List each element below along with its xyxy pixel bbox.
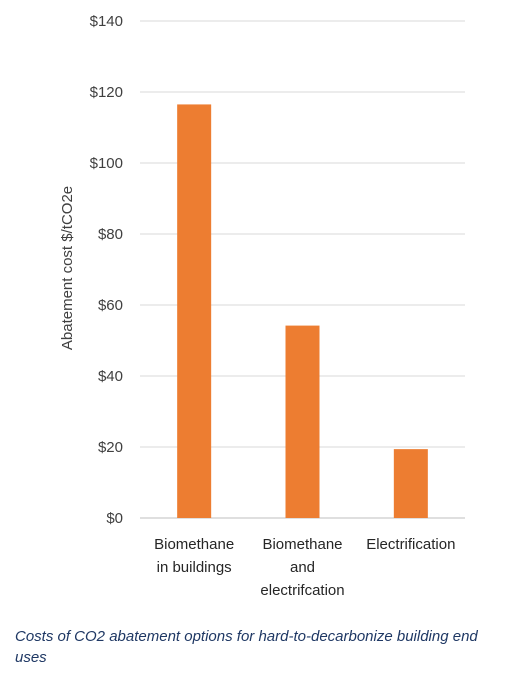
y-tick-label: $40: [98, 368, 123, 385]
figure-caption: Costs of CO2 abatement options for hard-…: [15, 628, 478, 666]
y-tick-label: $100: [90, 155, 123, 172]
y-tick-label: $60: [98, 297, 123, 314]
y-tick-label: $80: [98, 226, 123, 243]
y-tick-label: $20: [98, 439, 123, 456]
y-tick-label: $140: [90, 13, 123, 30]
x-category-labels: Biomethane in buildings Biomethane and elect…: [154, 536, 455, 599]
bar: [285, 325, 320, 518]
bar: [177, 104, 212, 519]
bar-chart: $0 $20 $40 $60 $80 $100 $120 $140 Biomethane in …: [59, 13, 465, 599]
x-category-label: Biomethane in buildings: [154, 536, 234, 576]
y-tick-label: $120: [90, 84, 123, 101]
x-category-label: Biomethane and electrifcation: [260, 536, 344, 599]
bar: [393, 449, 428, 518]
bars: [177, 104, 428, 519]
y-tick-label: $0: [106, 510, 123, 527]
y-tick-labels: $0 $20 $40 $60 $80 $100 $120 $140: [90, 13, 123, 527]
x-category-label: Electrification: [366, 536, 455, 553]
y-axis-title: Abatement cost $/tCO2e: [59, 186, 76, 350]
